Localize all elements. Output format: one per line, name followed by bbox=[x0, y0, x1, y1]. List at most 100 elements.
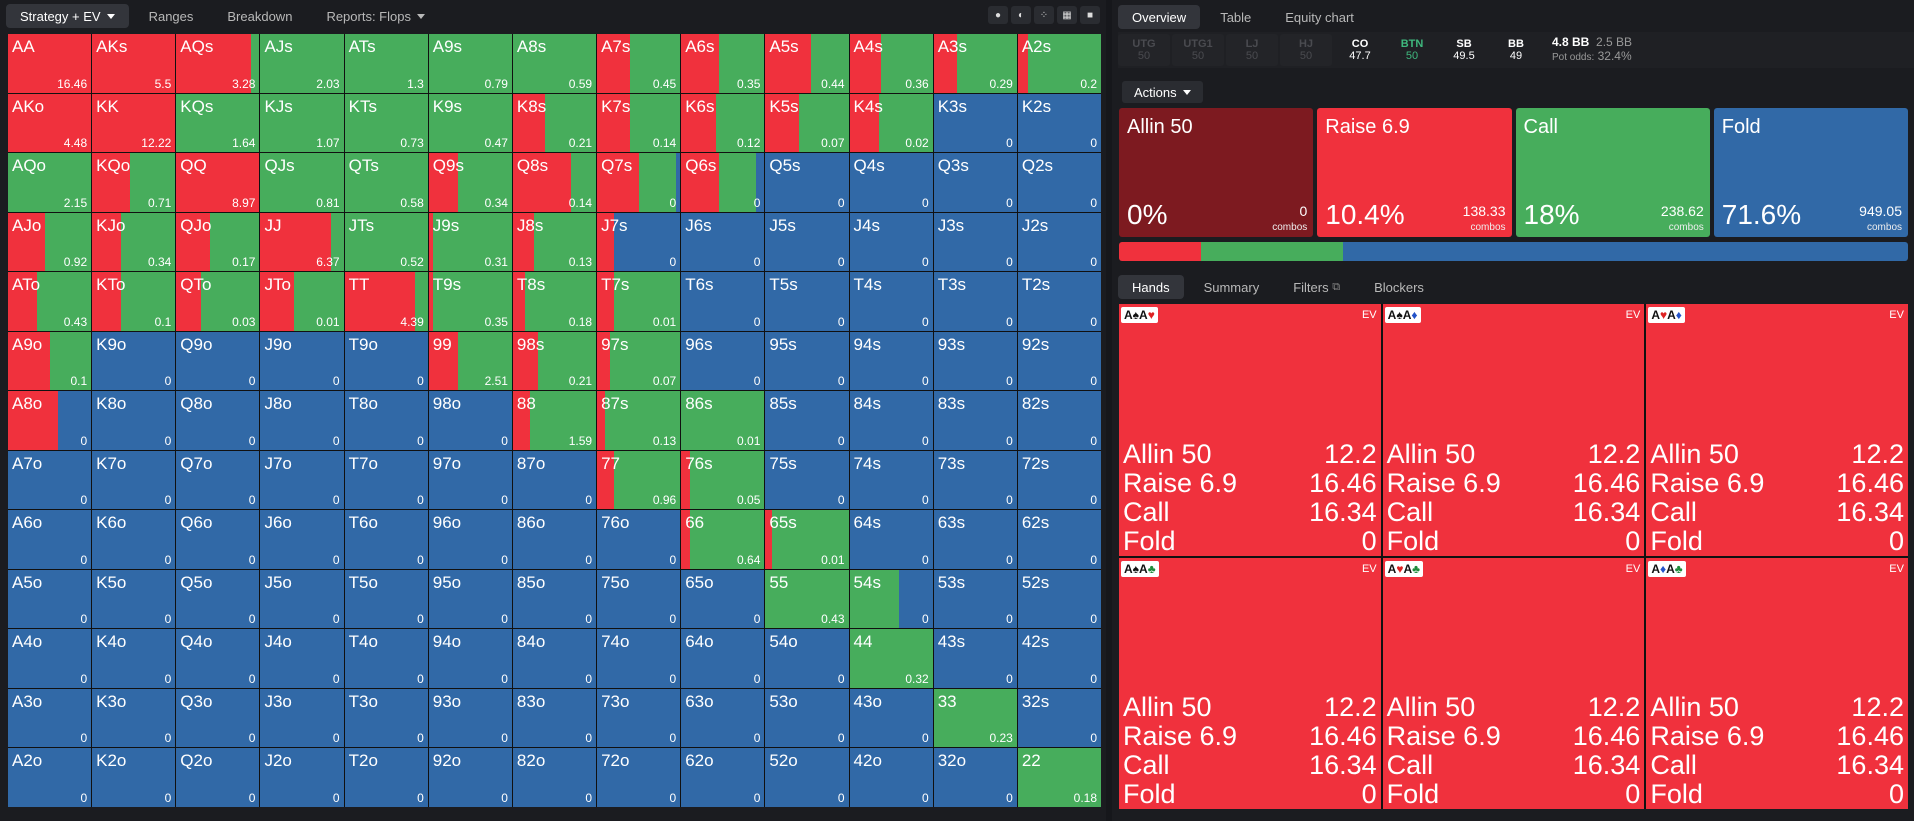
hand-cell[interactable]: K8o 0 bbox=[92, 391, 176, 450]
hand-cell[interactable]: 97o 0 bbox=[428, 450, 512, 510]
hand-cell[interactable]: 53s 0 bbox=[933, 569, 1017, 629]
hand-cell[interactable]: 44 0.32 bbox=[849, 629, 933, 688]
hand-cell[interactable]: QJs 0.81 bbox=[260, 153, 344, 212]
hand-cell[interactable]: 42o 0 bbox=[849, 748, 933, 807]
hand-cell[interactable]: 65o 0 bbox=[681, 569, 765, 629]
hand-cell[interactable]: A3o 0 bbox=[8, 688, 92, 748]
position-co[interactable]: CO 47.7 bbox=[1349, 38, 1371, 62]
hand-cell[interactable]: K8s 0.21 bbox=[512, 93, 597, 153]
hand-cell[interactable]: JTs 0.52 bbox=[344, 212, 428, 272]
hand-cell[interactable]: KTs 0.73 bbox=[344, 93, 428, 153]
hand-cell[interactable]: 64s 0 bbox=[849, 510, 933, 569]
hand-cell[interactable]: 85o 0 bbox=[512, 569, 597, 629]
hand-cell[interactable]: J3o 0 bbox=[260, 688, 344, 748]
hand-cell[interactable]: AQs 3.28 bbox=[176, 34, 260, 93]
hand-cell[interactable]: T2s 0 bbox=[1017, 272, 1101, 331]
hand-cell[interactable]: Q8s 0.14 bbox=[512, 153, 597, 212]
hand-cell[interactable]: K9s 0.47 bbox=[428, 93, 512, 153]
hand-cell[interactable]: 92s 0 bbox=[1017, 331, 1101, 391]
hand-cell[interactable]: 72s 0 bbox=[1017, 450, 1101, 510]
hand-cell[interactable]: K9o 0 bbox=[92, 331, 176, 391]
hand-cell[interactable]: 83o 0 bbox=[512, 688, 597, 748]
position-utg[interactable]: UTG 50 bbox=[1118, 34, 1170, 66]
hand-cell[interactable]: K5s 0.07 bbox=[765, 93, 849, 153]
hand-cell[interactable]: 95s 0 bbox=[765, 331, 849, 391]
hand-cell[interactable]: 82o 0 bbox=[512, 748, 597, 807]
hand-cell[interactable]: K7s 0.14 bbox=[597, 93, 681, 153]
hand-cell[interactable]: A8o 0 bbox=[8, 391, 92, 450]
action-allin[interactable]: Allin 50 0% 0 combos bbox=[1119, 108, 1314, 237]
hand-cell[interactable]: T5o 0 bbox=[344, 569, 428, 629]
hand-cell[interactable]: J6o 0 bbox=[260, 510, 344, 569]
tab-hands[interactable]: Hands bbox=[1118, 275, 1184, 299]
hand-cell[interactable]: JTo 0.01 bbox=[260, 272, 344, 331]
hand-cell[interactable]: A2s 0.2 bbox=[1017, 34, 1101, 93]
hand-cell[interactable]: 22 0.18 bbox=[1017, 748, 1101, 807]
hand-cell[interactable]: 52s 0 bbox=[1017, 569, 1101, 629]
hand-cell[interactable]: 62s 0 bbox=[1017, 510, 1101, 569]
action-raise[interactable]: Raise 6.9 10.4% 138.33 combos bbox=[1317, 108, 1512, 237]
hand-cell[interactable]: 85s 0 bbox=[765, 391, 849, 450]
hand-cell[interactable]: AQo 2.15 bbox=[8, 153, 92, 212]
hand-cell[interactable]: 54o 0 bbox=[765, 629, 849, 688]
hand-cell[interactable]: T4o 0 bbox=[344, 629, 428, 688]
hand-cell[interactable]: QTs 0.58 bbox=[344, 153, 428, 212]
position-hj[interactable]: HJ 50 bbox=[1280, 34, 1332, 66]
hand-cell[interactable]: JJ 6.37 bbox=[260, 212, 344, 272]
action-fold[interactable]: Fold 71.6% 949.05 combos bbox=[1713, 108, 1908, 237]
position-utg1[interactable]: UTG1 50 bbox=[1172, 34, 1224, 66]
hand-cell[interactable]: 63o 0 bbox=[681, 688, 765, 748]
position-btn[interactable]: BTN 50 bbox=[1400, 38, 1424, 62]
position-bb[interactable]: BB 49 bbox=[1508, 38, 1524, 62]
tab-strategy-ev[interactable]: Strategy + EV bbox=[6, 4, 129, 28]
hand-cell[interactable]: 77 0.96 bbox=[597, 450, 681, 510]
hand-cell[interactable]: 88 1.59 bbox=[512, 391, 597, 450]
hand-cell[interactable]: 98o 0 bbox=[428, 391, 512, 450]
hand-cell[interactable]: 76s 0.05 bbox=[681, 450, 765, 510]
hand-cell[interactable]: 84o 0 bbox=[512, 629, 597, 688]
hand-cell[interactable]: K6o 0 bbox=[92, 510, 176, 569]
hand-cell[interactable]: Q5o 0 bbox=[176, 569, 260, 629]
hand-cell[interactable]: A6o 0 bbox=[8, 510, 92, 569]
hand-cell[interactable]: 73s 0 bbox=[933, 450, 1017, 510]
combo-card[interactable]: A♥A♣ EV Allin 50 12.2 Raise 6.9 16.46 Call 16.3… bbox=[1382, 557, 1645, 809]
hand-cell[interactable]: 54s 0 bbox=[849, 569, 933, 629]
hand-cell[interactable]: 84s 0 bbox=[849, 391, 933, 450]
hand-cell[interactable]: 75o 0 bbox=[597, 569, 681, 629]
hand-cell[interactable]: T8s 0.18 bbox=[512, 272, 597, 331]
hand-cell[interactable]: A9o 0.1 bbox=[8, 331, 92, 391]
hand-cell[interactable]: 93s 0 bbox=[933, 331, 1017, 391]
hand-cell[interactable]: 96o 0 bbox=[428, 510, 512, 569]
hand-cell[interactable]: KJo 0.34 bbox=[92, 212, 176, 272]
hand-cell[interactable]: 63s 0 bbox=[933, 510, 1017, 569]
hand-cell[interactable]: J4o 0 bbox=[260, 629, 344, 688]
hand-cell[interactable]: 82s 0 bbox=[1017, 391, 1101, 450]
hand-cell[interactable]: 94s 0 bbox=[849, 331, 933, 391]
hand-cell[interactable]: A8s 0.59 bbox=[512, 34, 597, 93]
position-sb[interactable]: SB 49.5 bbox=[1453, 38, 1475, 62]
hand-cell[interactable]: 43s 0 bbox=[933, 629, 1017, 688]
hand-cell[interactable]: T3o 0 bbox=[344, 688, 428, 748]
hand-cell[interactable]: ATo 0.43 bbox=[8, 272, 92, 331]
hand-cell[interactable]: J5s 0 bbox=[765, 212, 849, 272]
hand-cell[interactable]: A2o 0 bbox=[8, 748, 92, 807]
tab-blockers[interactable]: Blockers bbox=[1374, 279, 1424, 295]
hand-cell[interactable]: K2s 0 bbox=[1017, 93, 1101, 153]
hand-cell[interactable]: J7s 0 bbox=[597, 212, 681, 272]
tab-equity-chart[interactable]: Equity chart bbox=[1285, 9, 1354, 25]
hand-cell[interactable]: J2s 0 bbox=[1017, 212, 1101, 272]
hand-cell[interactable]: 32o 0 bbox=[933, 748, 1017, 807]
hand-cell[interactable]: 98s 0.21 bbox=[512, 331, 597, 391]
tab-table[interactable]: Table bbox=[1220, 9, 1252, 25]
hand-cell[interactable]: K4s 0.02 bbox=[849, 93, 933, 153]
hand-cell[interactable]: Q3s 0 bbox=[933, 153, 1017, 212]
view-half-icon[interactable]: ◐ bbox=[1011, 6, 1031, 24]
hand-cell[interactable]: Q7o 0 bbox=[176, 450, 260, 510]
view-dots-icon[interactable]: ⁘ bbox=[1034, 6, 1054, 24]
hand-cell[interactable]: 66 0.64 bbox=[681, 510, 765, 569]
hand-cell[interactable]: 87o 0 bbox=[512, 450, 597, 510]
hand-cell[interactable]: A6s 0.35 bbox=[681, 34, 765, 93]
hand-cell[interactable]: K2o 0 bbox=[92, 748, 176, 807]
hand-cell[interactable]: A5o 0 bbox=[8, 569, 92, 629]
hand-cell[interactable]: 95o 0 bbox=[428, 569, 512, 629]
